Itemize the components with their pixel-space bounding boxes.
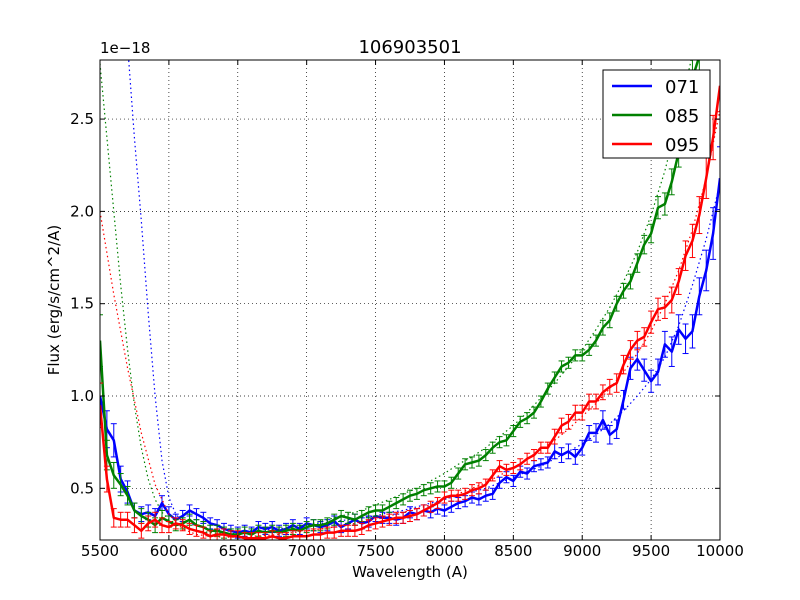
x-tick-label: 6000 bbox=[150, 542, 188, 560]
x-tick-label: 8500 bbox=[494, 542, 532, 560]
series-095 bbox=[100, 60, 720, 540]
axis-ticks: 5500 6000 6500 7000 7500 8000 8500 9000 9500 1000… bbox=[70, 60, 744, 560]
y-tick-label: 2.0 bbox=[70, 202, 94, 220]
y-axis-label: Flux (erg/s/cm^2/A) bbox=[45, 225, 63, 376]
y-tick-label: 1.0 bbox=[70, 387, 94, 405]
y-tick-label: 1.5 bbox=[70, 295, 94, 313]
plot-frame bbox=[99, 59, 721, 541]
x-tick-label: 9000 bbox=[563, 542, 601, 560]
y-offset-text: 1e−18 bbox=[100, 39, 150, 57]
x-tick-label: 5500 bbox=[81, 542, 119, 560]
y-tick-label: 2.5 bbox=[70, 110, 94, 128]
legend: 071 085 095 bbox=[602, 69, 711, 159]
series-085 bbox=[100, 60, 703, 540]
x-tick-label: 6500 bbox=[219, 542, 257, 560]
x-axis-label: Wavelength (A) bbox=[352, 563, 468, 581]
x-tick-label: 7000 bbox=[288, 542, 326, 560]
y-tick-label: 0.5 bbox=[70, 479, 94, 497]
x-tick-label: 9500 bbox=[632, 542, 670, 560]
chart-title: 106903501 bbox=[358, 37, 461, 58]
x-tick-label: 7500 bbox=[356, 542, 394, 560]
x-tick-label: 10000 bbox=[696, 542, 744, 560]
plot-area bbox=[100, 60, 720, 540]
fit-curve-085 bbox=[100, 60, 692, 535]
series-line-095 bbox=[100, 85, 720, 540]
series-line-085 bbox=[100, 60, 700, 536]
legend-label-095: 095 bbox=[665, 135, 699, 156]
legend-label-085: 085 bbox=[665, 106, 699, 127]
x-tick-label: 8000 bbox=[425, 542, 463, 560]
legend-label-071: 071 bbox=[665, 77, 699, 98]
